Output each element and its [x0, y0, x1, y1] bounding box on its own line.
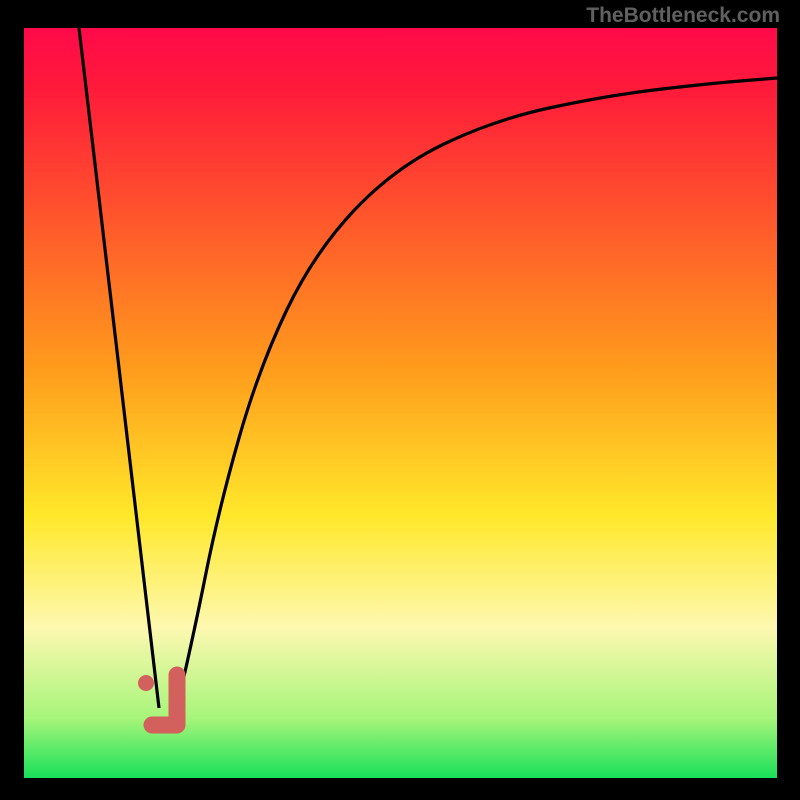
plot-svg	[24, 28, 777, 778]
chart-container: TheBottleneck.com	[0, 0, 800, 800]
curve-right	[174, 78, 777, 720]
plot-area	[24, 28, 777, 778]
watermark-text: TheBottleneck.com	[586, 4, 780, 28]
marker-dot	[138, 675, 154, 691]
curve-left	[79, 28, 159, 708]
